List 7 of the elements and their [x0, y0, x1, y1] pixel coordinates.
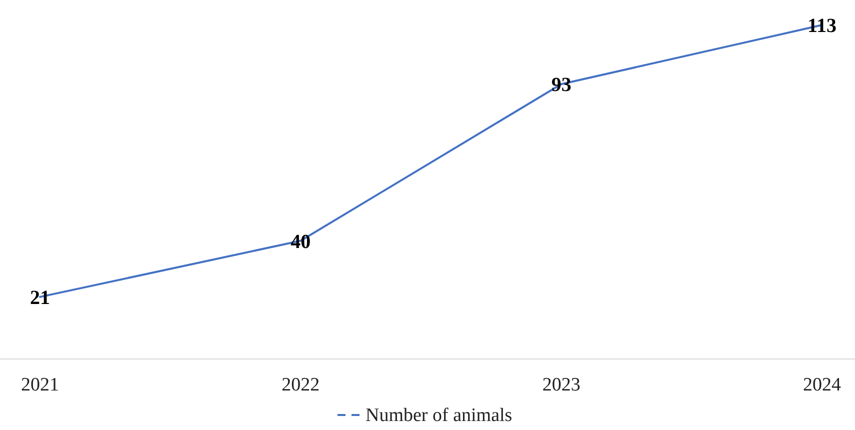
x-tick-label: 2022	[282, 374, 320, 396]
data-label: 21	[30, 286, 50, 309]
legend-label: Number of animals	[366, 405, 512, 426]
x-tick-label: 2024	[803, 374, 842, 396]
x-tick-label: 2021	[21, 374, 59, 396]
data-label: 113	[808, 15, 836, 37]
x-tick-label: 2023	[542, 374, 580, 396]
